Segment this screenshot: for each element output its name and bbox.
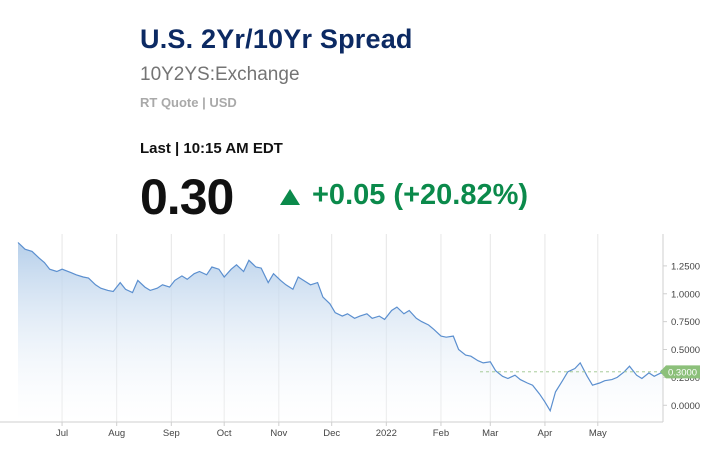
y-tick-label: 1.2500: [671, 261, 700, 272]
last-value-label: 0.3000: [660, 365, 700, 379]
price-chart[interactable]: 1.2500 1.0000 0.7500 0.5000 0.2500 0.0000 Jul…: [0, 230, 720, 452]
last-value-label-bg: [660, 365, 700, 379]
y-tick-label: 1.0000: [671, 289, 700, 300]
last-trade-time: Last | 10:15 AM EDT: [140, 140, 283, 157]
series-line: [17, 242, 664, 413]
x-tick-label: May: [589, 428, 607, 439]
area-fill: [18, 242, 663, 422]
x-tick-label: Apr: [538, 428, 553, 439]
page-title: U.S. 2Yr/10Yr Spread: [140, 24, 413, 54]
x-tick-label: Nov: [270, 428, 287, 439]
quote-meta: RT Quote | USD: [140, 95, 237, 110]
x-tick-label: Aug: [108, 428, 125, 439]
x-tick-label: Feb: [433, 428, 449, 439]
ticker-symbol: 10Y2YS:Exchange: [140, 64, 300, 85]
price-change: +0.05 (+20.82%): [312, 179, 529, 211]
x-tick-label: 2022: [376, 428, 397, 439]
x-tick-label: Sep: [163, 428, 180, 439]
x-tick-label: Mar: [482, 428, 498, 439]
y-tick-label: 0.0000: [671, 401, 700, 412]
last-price: 0.30: [140, 169, 234, 225]
x-tick-label: Jul: [56, 428, 68, 439]
x-tick-label: Dec: [323, 428, 340, 439]
y-tick-label: 0.5000: [671, 345, 700, 356]
y-tick-label: 0.2500: [671, 373, 700, 384]
x-tick-label: Oct: [217, 428, 232, 439]
up-arrow-icon: [280, 189, 300, 205]
y-axis: 1.2500 1.0000 0.7500 0.5000 0.2500 0.0000: [662, 234, 700, 422]
last-value-label-text: 0.3000: [668, 367, 697, 378]
x-axis: Jul Aug Sep Oct Nov Dec 2022 Feb Mar Apr May: [0, 421, 663, 439]
y-tick-label: 0.7500: [671, 317, 700, 328]
